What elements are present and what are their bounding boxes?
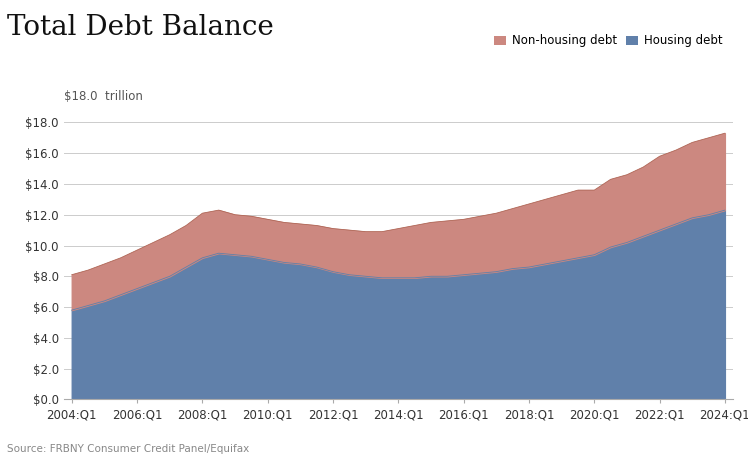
Legend: Non-housing debt, Housing debt: Non-housing debt, Housing debt <box>489 29 727 52</box>
Text: $18.0  trillion: $18.0 trillion <box>64 90 142 103</box>
Text: Source: FRBNY Consumer Credit Panel/Equifax: Source: FRBNY Consumer Credit Panel/Equi… <box>7 444 250 454</box>
Text: Total Debt Balance: Total Debt Balance <box>7 14 275 41</box>
